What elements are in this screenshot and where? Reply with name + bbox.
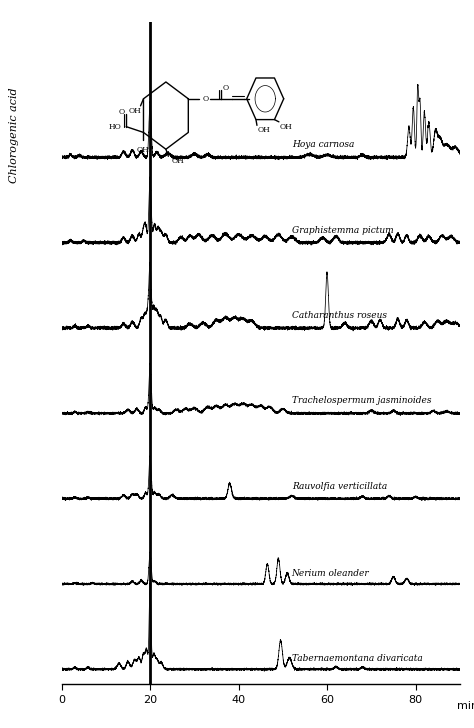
Text: O: O	[118, 108, 124, 116]
Text: Chlorogenic acid: Chlorogenic acid	[9, 87, 19, 183]
X-axis label: min: min	[457, 701, 474, 711]
Text: OH: OH	[137, 146, 150, 154]
Text: Nerium oleander: Nerium oleander	[292, 569, 369, 578]
Text: OH: OH	[257, 126, 270, 134]
Text: HO: HO	[109, 122, 121, 130]
Text: OH: OH	[128, 107, 141, 115]
Text: OH: OH	[279, 123, 292, 131]
Text: Graphistemma pictum: Graphistemma pictum	[292, 226, 393, 234]
Text: Catharanthus roseus: Catharanthus roseus	[292, 311, 387, 320]
Text: OH: OH	[172, 157, 185, 165]
Text: Trachelospermum jasminoides: Trachelospermum jasminoides	[292, 396, 431, 405]
Text: O: O	[202, 95, 209, 103]
Text: Tabernaemontana divaricata: Tabernaemontana divaricata	[292, 654, 422, 663]
Text: Hoya carnosa: Hoya carnosa	[292, 141, 354, 149]
Text: Rauvolfia verticillata: Rauvolfia verticillata	[292, 482, 387, 491]
Text: O: O	[223, 84, 229, 92]
